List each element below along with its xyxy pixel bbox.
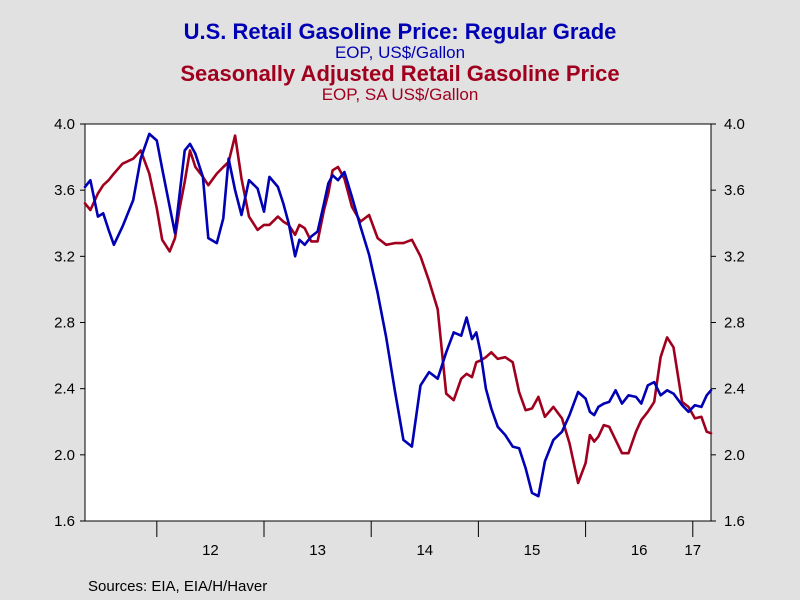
y-tick-label-right: 2.0 <box>724 447 745 464</box>
series-line-sa-retail-price <box>83 134 713 485</box>
chart-title-2: Seasonally Adjusted Retail Gasoline Pric… <box>180 61 620 86</box>
source-note: Sources: EIA, EIA/H/Haver <box>88 578 268 595</box>
chart-subtitle-2: EOP, SA US$/Gallon <box>321 85 479 104</box>
y-tick-label-left: 3.2 <box>54 248 75 265</box>
y-tick-label-left: 1.6 <box>54 513 75 530</box>
y-tick-label-left: 2.4 <box>54 381 75 398</box>
y-tick-label-right: 3.2 <box>724 248 745 265</box>
y-tick-label-right: 1.6 <box>724 513 745 530</box>
x-tick-label: 14 <box>416 542 433 559</box>
x-tick-label: 15 <box>524 542 541 559</box>
x-tick-label: 16 <box>631 542 648 559</box>
y-tick-label-left: 2.8 <box>54 315 75 332</box>
y-tick-label-left: 2.0 <box>54 447 75 464</box>
chart-titles: U.S. Retail Gasoline Price: Regular Grad… <box>0 20 800 104</box>
chart-title: U.S. Retail Gasoline Price: Regular Grad… <box>183 19 617 44</box>
y-tick-label-right: 2.4 <box>724 381 745 398</box>
y-tick-label-left: 3.6 <box>54 182 75 199</box>
series-line-retail-price <box>83 132 713 498</box>
chart-subtitle: EOP, US$/Gallon <box>334 43 466 62</box>
x-tick-label: 12 <box>202 542 219 559</box>
y-tick-label-right: 2.8 <box>724 315 745 332</box>
x-tick-label: 13 <box>309 542 326 559</box>
y-tick-label-right: 4.0 <box>724 116 745 133</box>
y-tick-label-left: 4.0 <box>54 116 75 133</box>
plot-area <box>84 123 712 522</box>
y-tick-label-right: 3.6 <box>724 182 745 199</box>
x-tick-label: 17 <box>684 542 701 559</box>
